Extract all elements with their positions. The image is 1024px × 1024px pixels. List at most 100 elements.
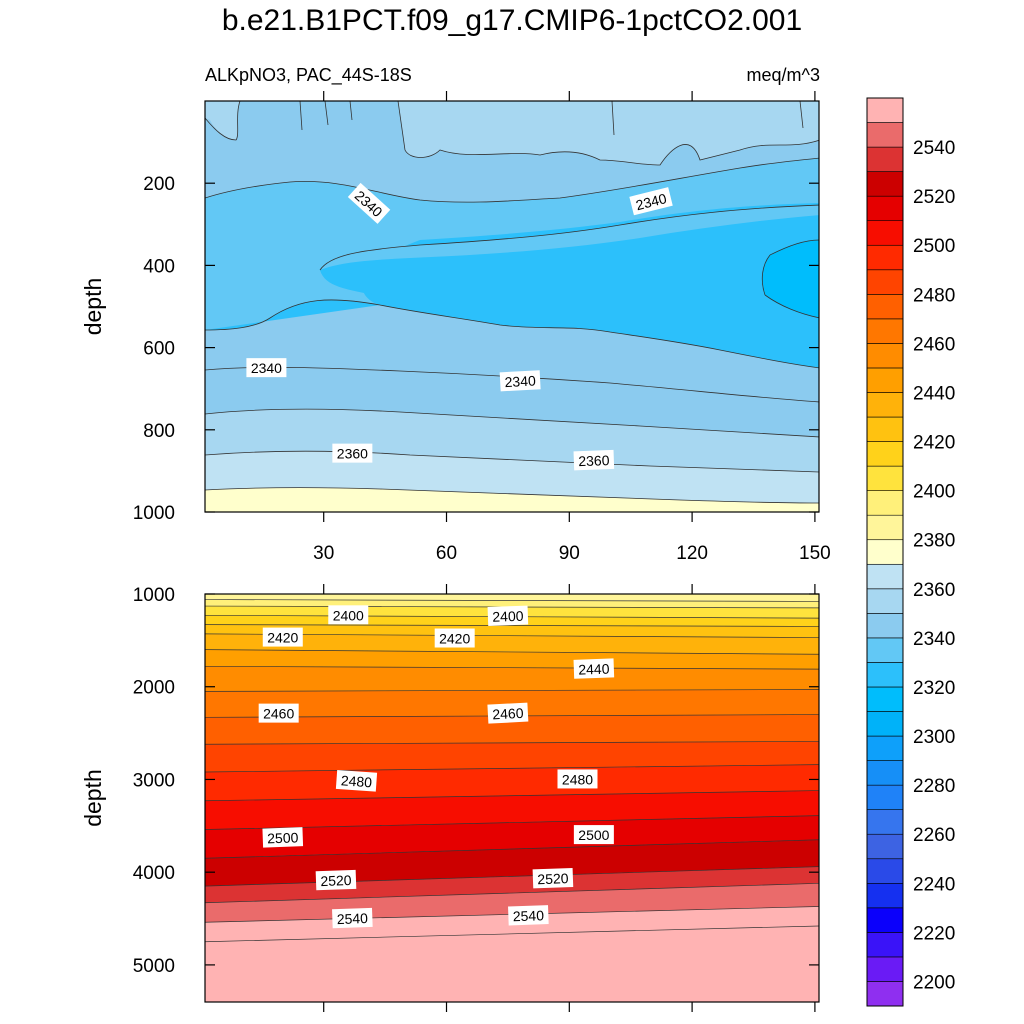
contour-label-text: 2500 <box>267 829 299 846</box>
panel-subtitle-left: ALKpNO3, PAC_44S-18S <box>205 65 412 86</box>
colorbar-label: 2340 <box>913 629 955 650</box>
contour-label-text: 2500 <box>578 827 609 843</box>
contour-label-text: 2540 <box>513 907 545 924</box>
upper-contour-lines <box>205 101 819 504</box>
y-tick-label: 600 <box>143 339 175 360</box>
colorbar-swatch <box>866 514 904 541</box>
contour-label-box <box>262 627 303 647</box>
colorbar-label: 2520 <box>913 187 955 208</box>
contour-label: 2500 <box>262 827 304 848</box>
contour-label-text: 2460 <box>263 706 294 722</box>
colorbar-swatch <box>866 171 904 197</box>
colorbar-swatch <box>866 318 904 344</box>
colorbar-label: 2360 <box>913 580 955 601</box>
lower-contour-line <box>205 764 819 773</box>
contour-label-box <box>246 358 287 378</box>
contour-label-box <box>557 769 598 789</box>
lower-contour-line <box>205 882 819 904</box>
lower-contour-panel: 2400 2400 2420 2420 2440 2460 2460 2480 2480 2500… <box>80 584 820 1012</box>
colorbar-swatch <box>866 613 904 639</box>
contour-label: 2500 <box>573 825 614 845</box>
lower-contour-line <box>205 925 819 943</box>
contour-label-box <box>487 702 529 724</box>
y-tick-label: 200 <box>143 174 175 195</box>
y-tick-label: 1000 <box>133 503 175 524</box>
x-tick-label: 150 <box>799 543 831 564</box>
contour-label: 2360 <box>332 443 373 463</box>
x-tick-label: 120 <box>676 543 708 564</box>
panel-subtitle-units: meq/m^3 <box>747 65 820 85</box>
lower-contour-line <box>205 665 819 670</box>
y-tick-label: 1000 <box>133 585 175 606</box>
contour-label: 2400 <box>328 605 369 625</box>
colorbar-label: 2440 <box>913 383 955 404</box>
contour-label: 2460 <box>487 702 529 724</box>
contour-label-box <box>315 869 357 891</box>
contour-label-text: 2480 <box>562 771 593 787</box>
colorbar-label: 2260 <box>913 825 955 846</box>
contour-label-box <box>332 443 373 463</box>
colorbar-swatch <box>866 367 904 393</box>
lower-band-2520 <box>205 839 819 887</box>
colorbar-label: 2540 <box>913 138 955 159</box>
contour-label: 2400 <box>487 605 529 626</box>
contour-label-box <box>487 605 529 626</box>
contour-label-text: 2400 <box>333 607 364 623</box>
colorbar-label: 2300 <box>913 727 955 748</box>
contour-label-text: 2480 <box>340 772 372 790</box>
colorbar-swatch <box>866 932 904 958</box>
contour-label-box <box>332 907 373 929</box>
y-tick-label: 3000 <box>133 770 175 791</box>
lower-contour-line <box>205 839 819 859</box>
contour-label-box <box>328 605 369 625</box>
colorbar: 2200 2220 2240 2260 2280 2300 2320 2340 2360 2380… <box>866 97 955 1007</box>
colorbar-label: 2380 <box>913 531 955 552</box>
upper-band-2350-surface <box>205 101 819 165</box>
colorbar-swatch <box>866 539 904 565</box>
colorbar-swatch <box>866 269 904 295</box>
contour-label-text: 2340 <box>251 360 282 376</box>
colorbar-label: 2400 <box>913 482 955 503</box>
contour-label-text: 2400 <box>492 608 524 625</box>
contour-label-box <box>532 867 574 889</box>
lower-band-2380 <box>205 594 819 602</box>
contour-label-box <box>262 827 304 848</box>
colorbar-frame <box>866 97 904 1007</box>
colorbar-swatch <box>866 858 904 884</box>
colorbar-swatch <box>866 220 904 246</box>
contour-label: 2520 <box>532 867 574 889</box>
colorbar-swatch <box>866 833 904 860</box>
contour-label-box <box>508 905 549 926</box>
contour-label: 2480 <box>335 769 378 792</box>
lower-contour-line <box>205 633 819 638</box>
colorbar-swatch <box>866 637 904 663</box>
colorbar-swatch <box>866 465 904 491</box>
contour-label-box <box>573 449 615 471</box>
contour-label: 2420 <box>262 627 303 647</box>
lower-band-2530 <box>205 866 819 903</box>
colorbar-swatch <box>866 956 904 982</box>
lower-plot-frame <box>204 593 820 1003</box>
colorbar-swatch <box>866 490 904 516</box>
colorbar-swatch <box>866 784 904 810</box>
colorbar-label: 2280 <box>913 776 955 797</box>
colorbar-swatch <box>866 686 904 712</box>
colorbar-label: 2460 <box>913 334 955 355</box>
contour-label: 2340 <box>499 370 541 392</box>
colorbar-swatch <box>866 711 904 737</box>
colorbar-swatch <box>866 441 904 467</box>
contour-label: 2540 <box>508 905 549 926</box>
upper-band-2370-2380 <box>205 487 819 512</box>
lower-band-2500 <box>205 790 819 830</box>
y-tick-label: 5000 <box>133 956 175 977</box>
contour-label-box <box>434 628 475 648</box>
lower-band-2440 <box>205 649 819 670</box>
x-tick-label: 90 <box>559 543 580 564</box>
colorbar-swatch <box>866 122 904 148</box>
colorbar-label: 2240 <box>913 874 955 895</box>
lower-contour-line <box>205 689 819 692</box>
lower-band-deepest <box>205 925 819 1002</box>
colorbar-swatch <box>866 809 904 835</box>
chart-title: b.e21.B1PCT.f09_g17.CMIP6-1pctCO2.001 <box>221 4 803 37</box>
colorbar-label: 2480 <box>913 285 955 306</box>
